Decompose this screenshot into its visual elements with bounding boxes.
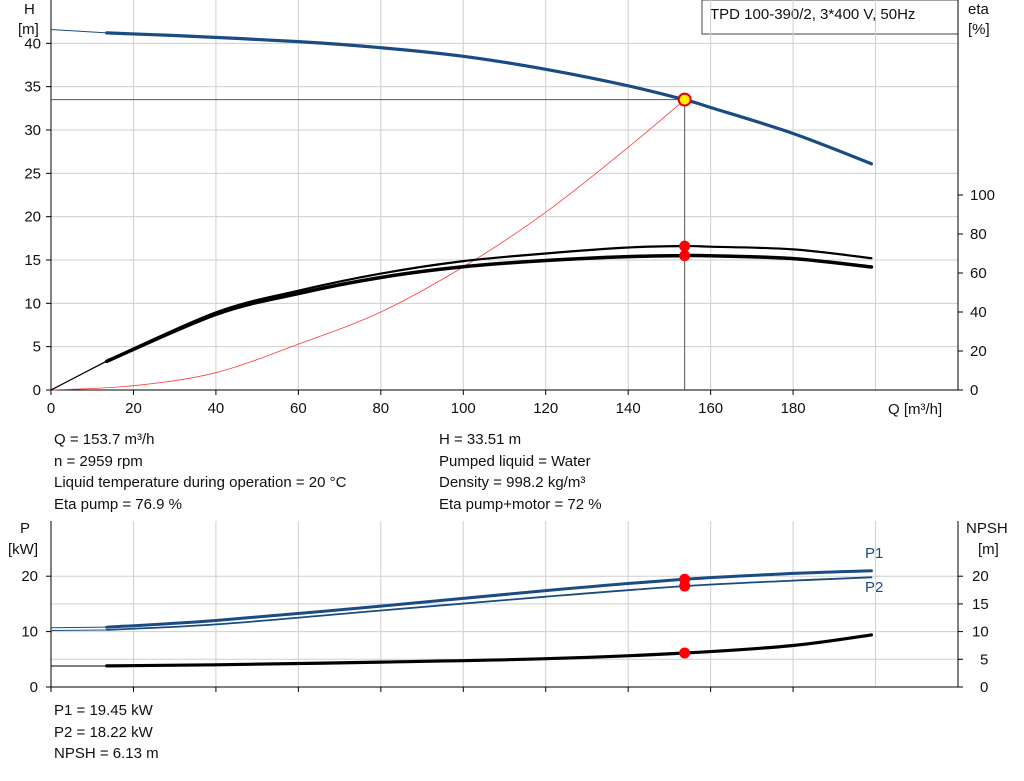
q-axis-tick-label: 0 <box>47 400 55 417</box>
power-axis-name: P <box>20 520 30 537</box>
q-axis-tick-label: 180 <box>781 400 806 417</box>
power-axis-tick-label: 20 <box>21 568 38 585</box>
left-axis-unit: [m] <box>18 21 39 38</box>
h-axis-tick-label: 20 <box>24 209 41 226</box>
system-curve <box>50 99 685 391</box>
h-axis-tick-label: 0 <box>33 382 41 399</box>
head-curve-lead-in <box>50 28 107 34</box>
eta-axis-tick-label: 40 <box>970 304 987 321</box>
info-speed: n = 2959 rpm <box>54 452 143 470</box>
head-duty-marker <box>677 92 692 107</box>
duty-info-right: H = 33.51 m Pumped liquid = Water Densit… <box>439 429 602 515</box>
p2-duty-marker <box>679 580 691 592</box>
h-axis-tick-label: 30 <box>24 122 41 139</box>
power-axis-tick-label: 10 <box>21 624 38 641</box>
q-axis-tick-label: 20 <box>125 400 142 417</box>
p1-series-label: P1 <box>865 545 883 562</box>
p2-series-label: P2 <box>865 579 883 596</box>
duty-info-left: Q = 153.7 m³/h n = 2959 rpm Liquid tempe… <box>54 429 346 515</box>
h-axis-tick-label: 5 <box>33 339 41 356</box>
npsh-axis-tick-label: 0 <box>980 679 988 696</box>
eta-duty-marker <box>679 240 691 252</box>
eta-axis-tick-label: 80 <box>970 226 987 243</box>
title-box-frame <box>701 0 959 35</box>
power-axis-tick-label: 0 <box>30 679 38 696</box>
npsh-axis-name: NPSH <box>966 520 1008 537</box>
eta-axis-tick-label: 0 <box>970 382 978 399</box>
eta-axis-tick-label: 20 <box>970 343 987 360</box>
eta-axis-tick-label: 60 <box>970 265 987 282</box>
npsh-axis-tick-label: 15 <box>972 596 989 613</box>
info-p2: P2 = 18.22 kW <box>54 723 153 741</box>
eta-axis-tick-label: 100 <box>970 187 995 204</box>
info-eta-pump: Eta pump = 76.9 % <box>54 495 182 513</box>
info-p1: P1 = 19.45 kW <box>54 702 153 719</box>
power-axis-unit: [kW] <box>8 541 38 558</box>
npsh-duty-marker <box>679 647 691 659</box>
npsh-curve <box>105 633 873 668</box>
npsh-axis-tick-label: 20 <box>972 568 989 585</box>
p1-curve <box>105 569 873 629</box>
info-density: Density = 998.2 kg/m³ <box>439 474 586 491</box>
h-axis-tick-label: 10 <box>24 295 41 312</box>
h-axis-tick-label: 15 <box>24 252 41 269</box>
right-axis-name: eta <box>968 1 990 18</box>
q-axis-tick-label: 120 <box>533 400 558 417</box>
x-axis-label: Q [m³/h] <box>888 401 942 418</box>
eta-pump-curve-lead-in <box>50 360 107 391</box>
info-head: H = 33.51 m <box>439 431 522 448</box>
h-axis-tick-label: 40 <box>24 35 41 52</box>
h-axis-tick-label: 25 <box>24 165 41 182</box>
q-axis-tick-label: 60 <box>290 400 307 417</box>
info-flow: Q = 153.7 m³/h <box>54 431 155 448</box>
title-box-text: TPD 100-390/2, 3*400 V, 50Hz <box>710 6 915 23</box>
info-liquid: Pumped liquid = Water <box>439 452 591 470</box>
p1-curve-lead-in <box>50 626 107 629</box>
left-axis-name: H <box>24 1 35 18</box>
eta-pump-motor-curve <box>104 253 874 364</box>
q-axis-tick-label: 40 <box>208 400 225 417</box>
p2-curve-lead-in <box>50 629 107 631</box>
info-npsh: NPSH = 6.13 m <box>54 745 159 762</box>
p2-curve <box>105 576 873 631</box>
npsh-axis-tick-label: 5 <box>980 651 988 668</box>
npsh-axis-unit: [m] <box>978 541 999 558</box>
power-info: P1 = 19.45 kW P2 = 18.22 kW NPSH = 6.13 … <box>54 700 159 765</box>
info-temperature: Liquid temperature during operation = 20… <box>54 474 347 491</box>
npsh-axis-tick-label: 10 <box>972 624 989 641</box>
q-axis-tick-label: 100 <box>451 400 476 417</box>
top-chart-title-box: TPD 100-390/2, 3*400 V, 50Hz <box>701 0 959 35</box>
eta-duty-marker <box>679 250 691 262</box>
q-axis-tick-label: 80 <box>372 400 389 417</box>
q-axis-tick-label: 140 <box>616 400 641 417</box>
right-axis-unit: [%] <box>968 21 990 38</box>
h-axis-tick-label: 35 <box>24 79 41 96</box>
info-eta-pump-motor: Eta pump+motor = 72 % <box>439 495 602 513</box>
eta-pump-curve <box>105 244 873 362</box>
q-axis-tick-label: 160 <box>698 400 723 417</box>
head-curve <box>105 31 873 166</box>
